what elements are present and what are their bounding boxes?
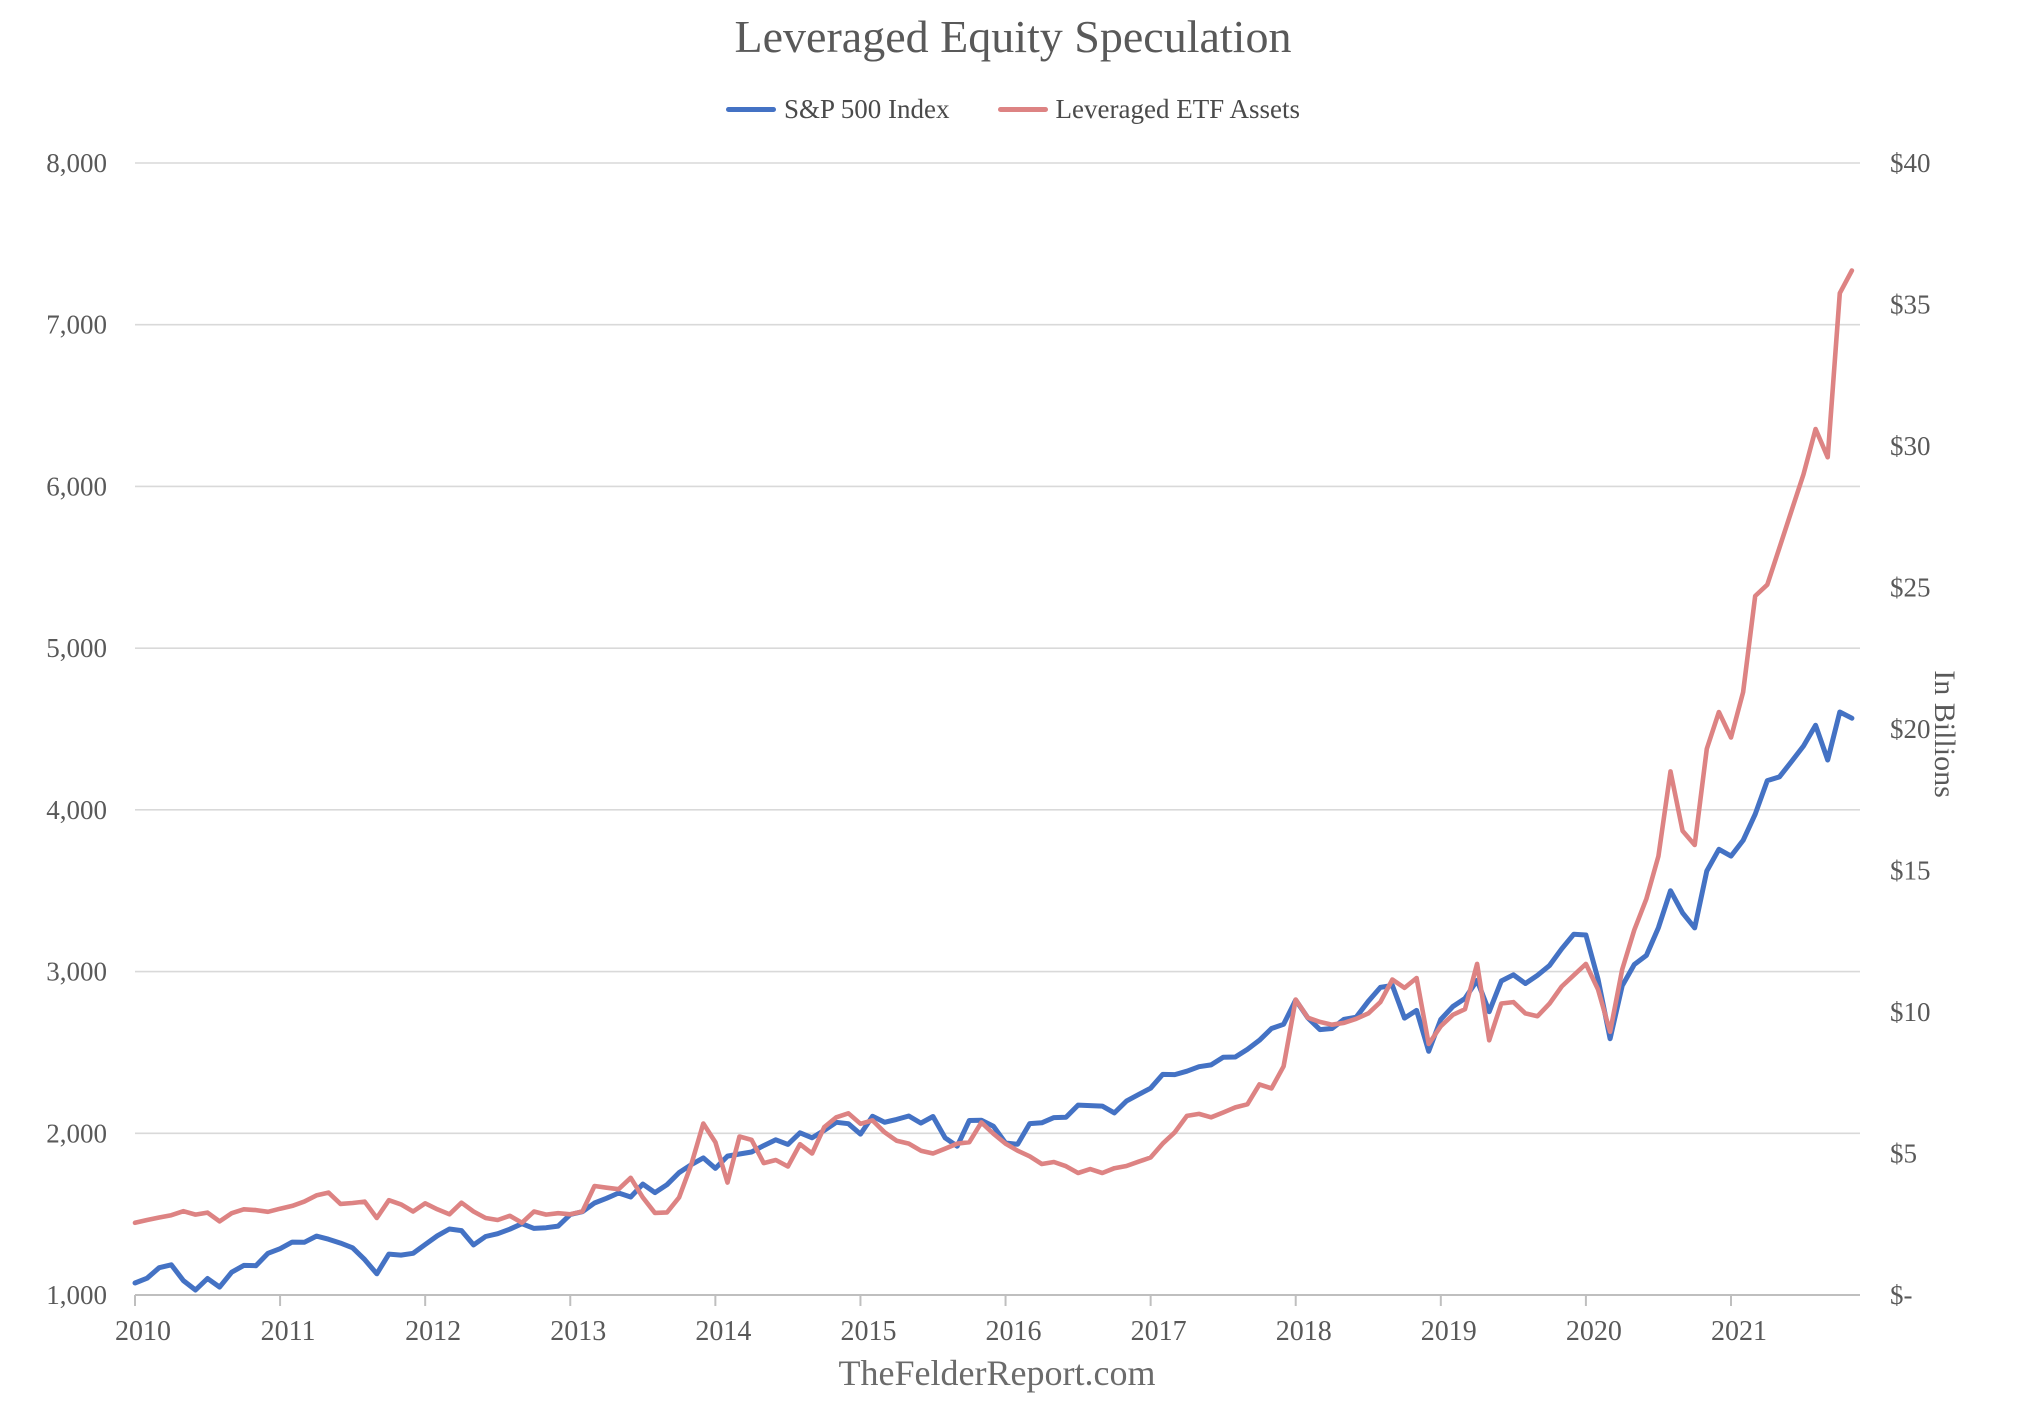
left-axis-tick-label: 2,000: [46, 1118, 107, 1148]
left-axis-tick-label: 4,000: [46, 795, 107, 825]
x-axis-year-label: 2019: [1421, 1316, 1477, 1347]
right-axis-tick-label: $20: [1890, 714, 1931, 744]
x-axis-year-label: 2018: [1276, 1316, 1332, 1347]
legend-item-sp500: S&P 500 Index: [726, 94, 950, 125]
x-axis-year-label: 2011: [261, 1316, 316, 1347]
left-axis-tick-label: 5,000: [46, 633, 107, 663]
left-axis-tick-label: 3,000: [46, 957, 107, 987]
x-axis-year-label: 2020: [1566, 1316, 1622, 1347]
legend-label-sp500: S&P 500 Index: [784, 94, 950, 124]
source-footer: TheFelderReport.com: [838, 1353, 1156, 1393]
legend-label-etf: Leveraged ETF Assets: [1055, 94, 1300, 124]
x-axis-year-label: 2012: [405, 1316, 461, 1347]
x-axis-year-label: 2021: [1711, 1316, 1767, 1347]
left-axis-tick-label: 8,000: [46, 148, 107, 178]
right-axis-tick-label: $15: [1890, 856, 1931, 886]
right-axis-tick-label: $35: [1890, 290, 1931, 320]
chart-title: Leveraged Equity Speculation: [734, 11, 1292, 62]
x-axis-year-label: 2017: [1131, 1316, 1187, 1347]
right-axis-tick-label: $25: [1890, 573, 1931, 603]
x-axis-year-label: 2016: [986, 1316, 1042, 1347]
x-axis-year-label: 2014: [695, 1316, 751, 1347]
etf-line: [132, 268, 1855, 1226]
etf-line-swatch-icon: [997, 107, 1048, 112]
left-axis-tick-label: 7,000: [46, 310, 107, 340]
right-axis-tick-label: $30: [1890, 431, 1931, 461]
left-axis-tick-label: 6,000: [46, 471, 107, 501]
right-axis-tick-label: $-: [1890, 1280, 1913, 1310]
x-axis-year-label: 2015: [840, 1316, 896, 1347]
right-axis-tick-label: $40: [1890, 148, 1931, 178]
legend-item-etf: Leveraged ETF Assets: [997, 94, 1300, 125]
sp500-line-swatch-icon: [726, 107, 777, 112]
right-axis-title: In Billions: [1928, 670, 1961, 798]
left-axis-tick-label: 1,000: [46, 1280, 107, 1310]
x-axis-year-label: 2013: [550, 1316, 606, 1347]
right-axis-tick-label: $10: [1890, 997, 1931, 1027]
legend: S&P 500 Index Leveraged ETF Assets: [0, 94, 2026, 125]
sp500-line: [132, 709, 1855, 1293]
x-axis-year-label: 2010: [115, 1316, 171, 1347]
right-axis-tick-label: $5: [1890, 1139, 1917, 1169]
